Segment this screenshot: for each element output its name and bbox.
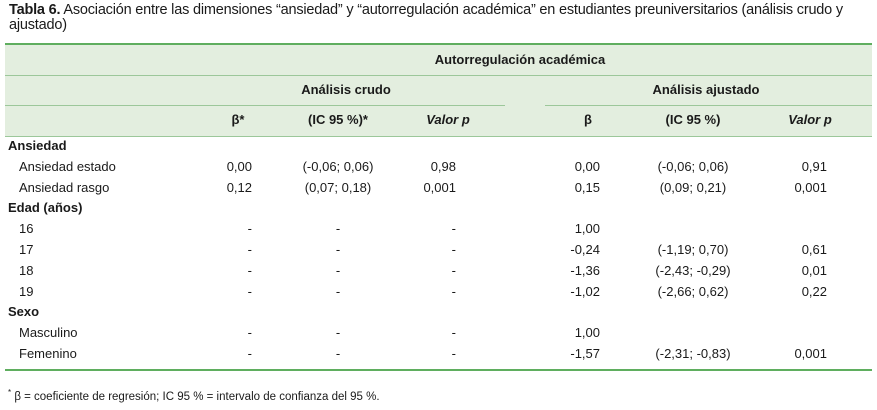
table-cell: - bbox=[451, 262, 456, 278]
table-cell: - bbox=[451, 221, 456, 237]
table-cell: 0,001 bbox=[794, 346, 827, 361]
table-cell: 0,001 bbox=[794, 179, 827, 195]
row-section-label: Ansiedad bbox=[8, 138, 67, 153]
table-cell: -1,02 bbox=[570, 283, 600, 299]
header-divider-adjusted bbox=[545, 105, 872, 106]
col-header-p-adjusted: Valor p bbox=[788, 112, 832, 127]
caption-text: Asociación entre las dimensiones “ansied… bbox=[9, 2, 843, 33]
bottom-rule bbox=[5, 369, 872, 371]
table-cell: - bbox=[247, 346, 252, 361]
table-footnote: * β = coeficiente de regresión; IC 95 % … bbox=[8, 386, 380, 404]
top-rule bbox=[5, 43, 872, 45]
table-cell: - bbox=[247, 325, 252, 341]
table-label: Tabla 6. bbox=[9, 2, 61, 18]
row-section-label: Edad (años) bbox=[8, 200, 83, 216]
table-cell: (-0,06; 0,06) bbox=[657, 158, 729, 174]
table-caption: Tabla 6. Asociación entre las dimensione… bbox=[9, 3, 871, 33]
table-cell: (-2,66; 0,62) bbox=[657, 283, 729, 299]
table-cell: 0,22 bbox=[801, 283, 827, 299]
adjusted-header: Análisis ajustado bbox=[652, 82, 760, 97]
table-cell: - bbox=[451, 346, 456, 361]
table-cell: 0,98 bbox=[430, 158, 456, 174]
row-label: Femenino bbox=[19, 346, 77, 361]
col-header-beta-crude: β* bbox=[231, 112, 245, 127]
row-label: Ansiedad rasgo bbox=[19, 179, 110, 195]
table-cell: (0,09; 0,21) bbox=[659, 179, 727, 195]
col-header-beta-adjusted: β bbox=[584, 112, 592, 127]
table-cell: (-2,43; -0,29) bbox=[655, 262, 731, 278]
row-label: 19 bbox=[19, 283, 34, 299]
table-cell: -0,24 bbox=[570, 242, 600, 257]
table-cell: (-2,31; -0,83) bbox=[655, 346, 731, 361]
table-cell: (0,07; 0,18) bbox=[304, 179, 372, 195]
table-cell: 0,01 bbox=[801, 262, 827, 278]
group-header: Autorregulación académica bbox=[434, 52, 606, 67]
table-cell: - bbox=[335, 262, 341, 278]
table-cell: - bbox=[247, 242, 252, 257]
col-header-p-crude: Valor p bbox=[426, 112, 470, 127]
col-header-ci-crude: (IC 95 %)* bbox=[308, 112, 368, 127]
table-cell: 0,91 bbox=[801, 158, 827, 174]
table-cell: (-1,19; 0,70) bbox=[657, 242, 729, 257]
table-cell: -1,57 bbox=[570, 346, 600, 361]
footnote-mark: * bbox=[8, 388, 12, 397]
table-cell: - bbox=[335, 221, 341, 237]
table-cell: 0,00 bbox=[226, 158, 252, 174]
crude-header: Análisis crudo bbox=[301, 82, 391, 97]
table-cell: - bbox=[335, 242, 341, 257]
row-label: Ansiedad estado bbox=[19, 158, 116, 174]
table-cell: - bbox=[451, 242, 456, 257]
table-cell: 0,001 bbox=[423, 179, 456, 195]
row-label: 16 bbox=[19, 221, 34, 237]
table-cell: (-0,06; 0,06) bbox=[302, 158, 374, 174]
table-cell: 1,00 bbox=[574, 221, 600, 237]
table-cell: - bbox=[451, 325, 456, 341]
row-section-label: Sexo bbox=[8, 304, 40, 320]
table-cell: 0,00 bbox=[574, 158, 600, 174]
header-divider-crude bbox=[5, 105, 505, 106]
row-label: 17 bbox=[19, 242, 34, 257]
table-cell: - bbox=[247, 221, 252, 237]
table-cell: - bbox=[335, 325, 341, 341]
table-cell: - bbox=[335, 346, 341, 361]
row-label: Masculino bbox=[19, 325, 78, 341]
header-band bbox=[5, 45, 872, 136]
col-header-ci-adjusted: (IC 95 %) bbox=[665, 112, 721, 127]
table-cell: 0,15 bbox=[574, 179, 600, 195]
header-divider-bottom bbox=[5, 136, 872, 137]
row-label: 18 bbox=[19, 262, 34, 278]
table-cell: 1,00 bbox=[574, 325, 600, 341]
footnote-text: β = coeficiente de regresión; IC 95 % = … bbox=[11, 390, 380, 403]
table-cell: 0,61 bbox=[801, 242, 827, 257]
table-cell: - bbox=[247, 283, 252, 299]
table-cell: -1,36 bbox=[570, 262, 600, 278]
table-cell: - bbox=[335, 283, 341, 299]
table-cell: - bbox=[451, 283, 456, 299]
header-divider-1 bbox=[5, 75, 872, 76]
table-cell: - bbox=[247, 262, 252, 278]
table-cell: 0,12 bbox=[226, 179, 252, 195]
